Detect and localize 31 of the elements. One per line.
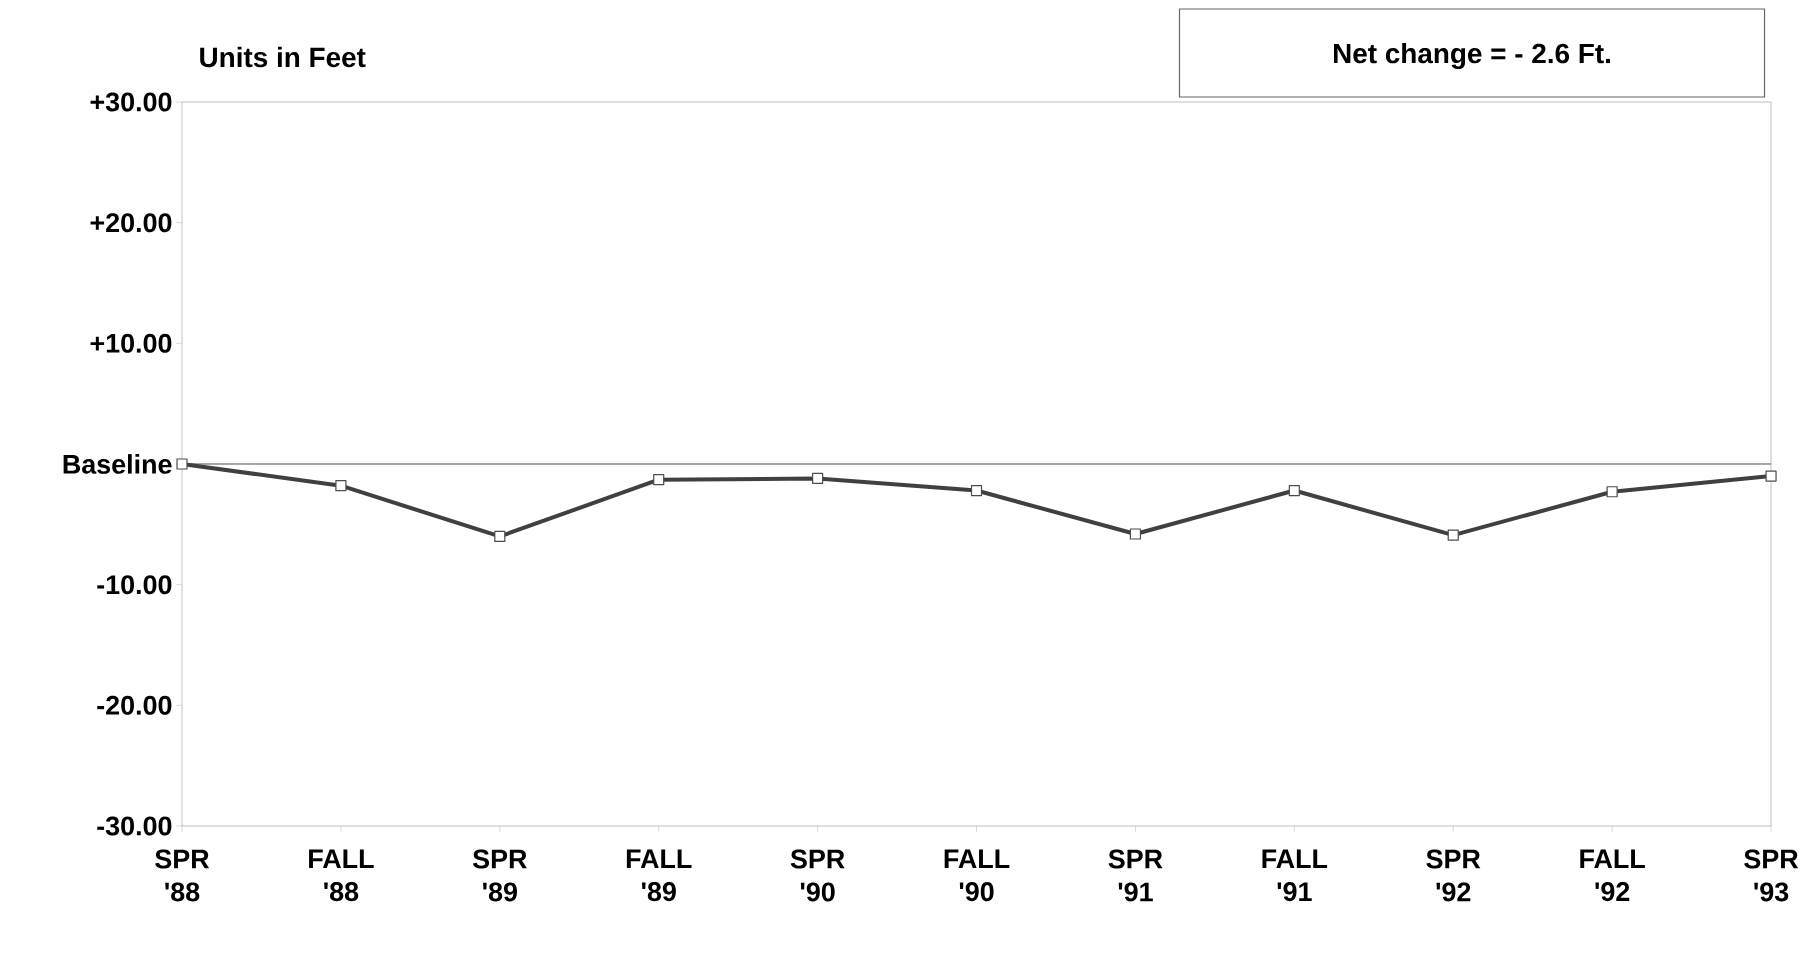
point	[1447, 529, 1459, 541]
y-tick-label: +10.00	[90, 333, 172, 353]
x-tick-label: SPR '92	[1426, 849, 1481, 902]
point	[494, 530, 506, 542]
point	[1288, 484, 1300, 497]
x-tick-label: SPR '88	[155, 849, 210, 902]
point	[653, 474, 665, 486]
text: Net change = - 2.6 Ft.	[1333, 42, 1610, 69]
y-tick-label: -30.00	[97, 816, 172, 836]
point	[970, 484, 983, 497]
x-tick-label: FALL '90	[944, 849, 1010, 902]
point	[1129, 528, 1142, 540]
point	[176, 458, 188, 470]
point	[1765, 470, 1777, 482]
point	[1606, 486, 1618, 498]
x-tick-label: FALL '88	[309, 849, 374, 902]
y-tick-label: Baseline	[63, 454, 172, 474]
point	[812, 472, 824, 485]
x-tick-label: FALL '92	[1580, 849, 1645, 902]
y-tick-label: -20.00	[97, 695, 172, 715]
x-tick-label: FALL '91	[1262, 849, 1328, 902]
y-tick-label: +30.00	[90, 92, 172, 112]
x-tick-label: SPR '91	[1108, 849, 1163, 902]
y-tick-label: +20.00	[90, 213, 172, 233]
y-axis-title: Units in Feet	[200, 46, 366, 68]
y-tick-label: -10.00	[97, 575, 172, 595]
x-tick-label: SPR '93	[1744, 849, 1799, 902]
x-tick-label: SPR '89	[472, 849, 527, 902]
x-tick-label: SPR '90	[790, 849, 845, 902]
point	[335, 480, 347, 492]
x-tick-label: FALL '89	[626, 849, 692, 902]
